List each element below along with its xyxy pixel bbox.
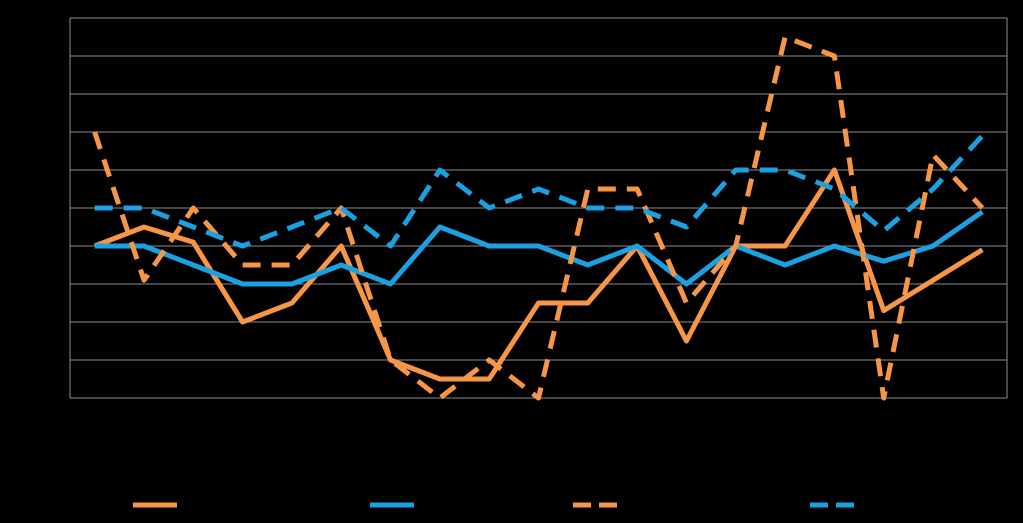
series-line bbox=[93, 167, 984, 382]
series-line bbox=[94, 209, 984, 287]
series-line bbox=[94, 134, 985, 249]
series-line bbox=[92, 34, 985, 401]
